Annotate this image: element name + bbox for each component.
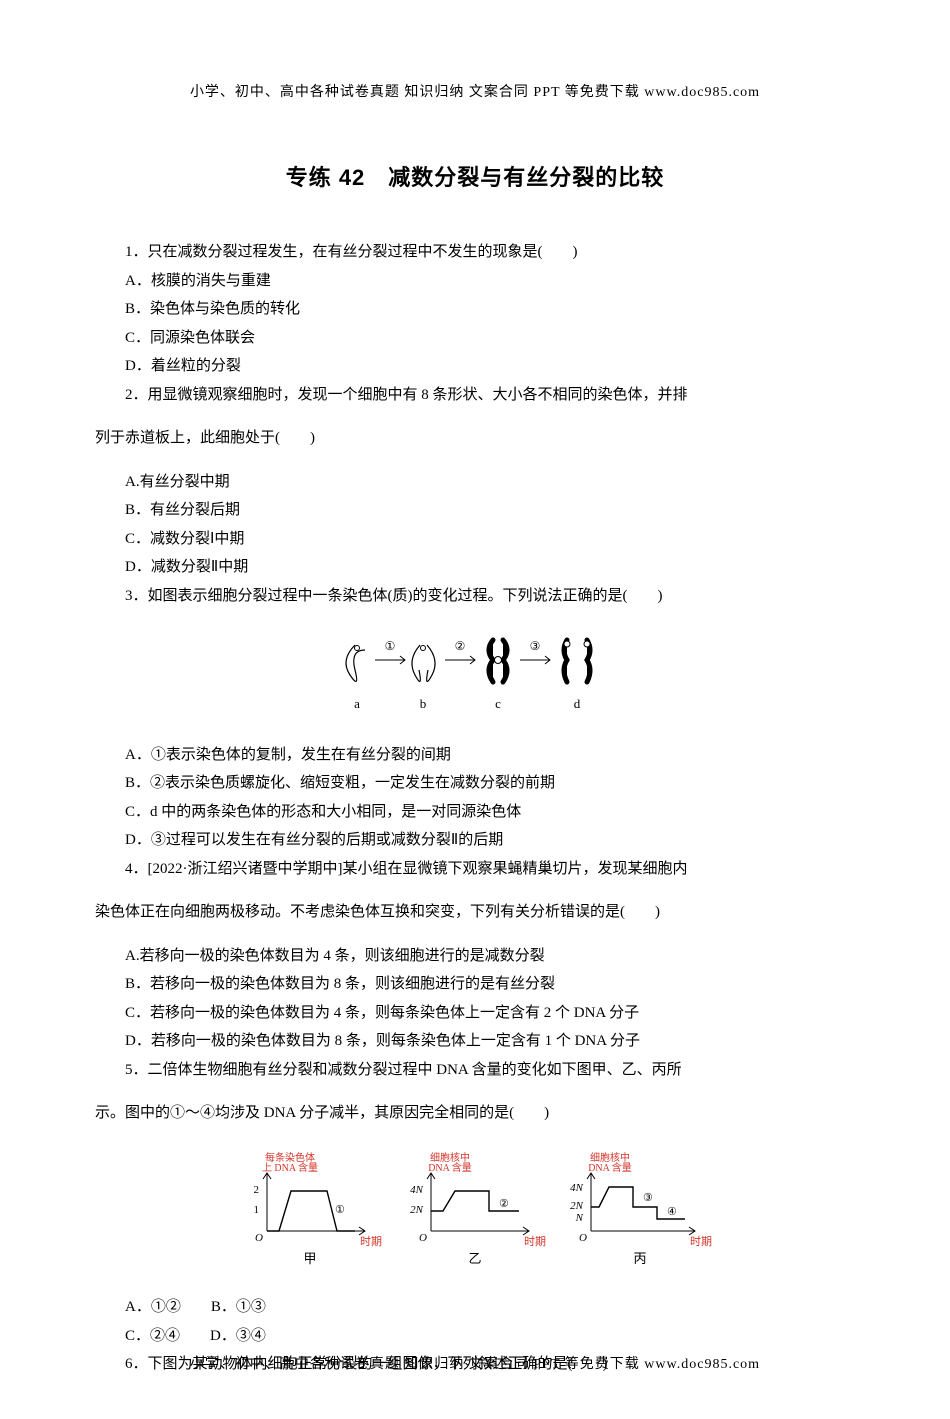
svg-text:时期: 时期 xyxy=(524,1235,546,1248)
svg-text:2: 2 xyxy=(254,1184,260,1196)
q4-opt-c: C．若移向一极的染色体数目为 4 条，则每条染色体上一定含有 2 个 DNA 分… xyxy=(95,999,855,1028)
q1-opt-a: A．核膜的消失与重建 xyxy=(95,267,855,296)
q3-stem: 3．如图表示细胞分裂过程中一条染色体(质)的变化过程。下列说法正确的是( ) xyxy=(95,582,855,611)
q3-opt-d: D．③过程可以发生在有丝分裂的后期或减数分裂Ⅱ的后期 xyxy=(95,826,855,855)
q5-figure: 每条染色体 上 DNA 含量 2 1 O 时期 ① 甲 细胞核中 DNA 含量 xyxy=(95,1143,855,1284)
q5-stem-line1: 5．二倍体生物细胞有丝分裂和减数分裂过程中 DNA 含量的变化如下图甲、乙、丙所 xyxy=(95,1056,855,1085)
svg-text:4N: 4N xyxy=(410,1184,424,1196)
svg-text:2N: 2N xyxy=(410,1204,424,1216)
svg-text:上 DNA 含量: 上 DNA 含量 xyxy=(262,1161,318,1174)
svg-text:O: O xyxy=(255,1232,263,1244)
q3-lbl-2: ② xyxy=(455,639,466,653)
q3-opt-b: B．②表示染色质螺旋化、缩短变粗，一定发生在减数分裂的前期 xyxy=(95,769,855,798)
svg-text:①: ① xyxy=(335,1204,345,1216)
q3-opt-a: A．①表示染色体的复制，发生在有丝分裂的间期 xyxy=(95,741,855,770)
q2-opt-a: A.有丝分裂中期 xyxy=(95,468,855,497)
svg-text:4N: 4N xyxy=(570,1182,584,1194)
q3-lbl-1: ① xyxy=(385,639,396,653)
q2-opt-c: C．减数分裂Ⅰ中期 xyxy=(95,525,855,554)
svg-text:2N: 2N xyxy=(570,1200,584,1212)
svg-text:O: O xyxy=(419,1232,427,1244)
q3-lbl-b: b xyxy=(420,696,427,711)
svg-text:1: 1 xyxy=(254,1204,260,1216)
q1-opt-b: B．染色体与染色质的转化 xyxy=(95,295,855,324)
q1-opt-c: C．同源染色体联会 xyxy=(95,324,855,353)
q4-opt-b: B．若移向一极的染色体数目为 8 条，则该细胞进行的是有丝分裂 xyxy=(95,970,855,999)
svg-text:DNA 含量: DNA 含量 xyxy=(588,1161,632,1174)
q2-stem-line2: 列于赤道板上，此细胞处于( ) xyxy=(95,424,855,453)
svg-text:甲: 甲 xyxy=(303,1251,316,1266)
svg-text:时期: 时期 xyxy=(690,1235,712,1248)
q1-opt-d: D．着丝粒的分裂 xyxy=(95,352,855,381)
q4-stem-line2: 染色体正在向细胞两极移动。不考虑染色体互换和突变，下列有关分析错误的是( ) xyxy=(95,898,855,927)
q3-opt-c: C．d 中的两条染色体的形态和大小相同，是一对同源染色体 xyxy=(95,798,855,827)
page-title: 专练 42 减数分裂与有丝分裂的比较 xyxy=(95,157,855,199)
q4-opt-a: A.若移向一极的染色体数目为 4 条，则该细胞进行的是减数分裂 xyxy=(95,942,855,971)
q3-lbl-3: ③ xyxy=(530,639,541,653)
q5-opts-ab: A．①② B．①③ xyxy=(95,1293,855,1322)
q3-lbl-a: a xyxy=(354,696,360,711)
q2-stem-line1: 2．用显微镜观察细胞时，发现一个细胞中有 8 条形状、大小各不相同的染色体，并排 xyxy=(95,381,855,410)
page-footer: 小学、初中、高中各种试卷真题 知识归纳 文案合同 PPT 等免费下载 www.d… xyxy=(0,1352,950,1379)
svg-text:④: ④ xyxy=(667,1206,677,1218)
svg-text:丙: 丙 xyxy=(633,1251,646,1266)
q3-lbl-d: d xyxy=(574,696,581,711)
svg-text:乙: 乙 xyxy=(468,1251,481,1266)
q3-figure: ① ② ③ a b c d xyxy=(95,620,855,731)
svg-text:②: ② xyxy=(499,1198,509,1210)
svg-text:N: N xyxy=(575,1212,584,1224)
svg-text:DNA 含量: DNA 含量 xyxy=(428,1161,472,1174)
q4-opt-d: D．若移向一极的染色体数目为 8 条，则每条染色体上一定含有 1 个 DNA 分… xyxy=(95,1027,855,1056)
q2-opt-d: D．减数分裂Ⅱ中期 xyxy=(95,553,855,582)
q5-stem-line2: 示。图中的①～④均涉及 DNA 分子减半，其原因完全相同的是( ) xyxy=(95,1099,855,1128)
svg-text:③: ③ xyxy=(643,1192,653,1204)
svg-text:时期: 时期 xyxy=(360,1235,382,1248)
q1-stem: 1．只在减数分裂过程发生，在有丝分裂过程中不发生的现象是( ) xyxy=(95,238,855,267)
page-header: 小学、初中、高中各种试卷真题 知识归纳 文案合同 PPT 等免费下载 www.d… xyxy=(95,80,855,107)
q4-stem-line1: 4．[2022·浙江绍兴诸暨中学期中]某小组在显微镜下观察果蝇精巢切片，发现某细… xyxy=(95,855,855,884)
svg-text:O: O xyxy=(579,1232,587,1244)
q2-opt-b: B．有丝分裂后期 xyxy=(95,496,855,525)
q5-opts-cd: C．②④ D．③④ xyxy=(95,1322,855,1351)
q3-lbl-c: c xyxy=(495,696,501,711)
